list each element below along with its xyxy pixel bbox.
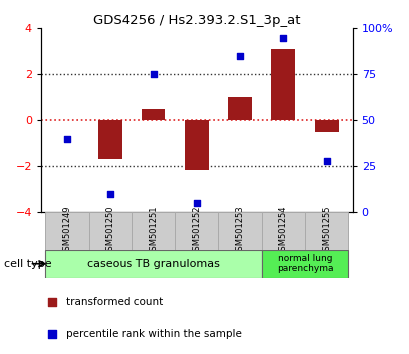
Bar — [304, 212, 347, 250]
Bar — [175, 212, 218, 250]
Text: transformed count: transformed count — [66, 297, 163, 307]
Text: percentile rank within the sample: percentile rank within the sample — [66, 329, 242, 339]
Point — [107, 191, 113, 197]
Point — [236, 53, 243, 59]
Point — [48, 299, 55, 305]
Text: GSM501249: GSM501249 — [62, 206, 71, 256]
Text: GSM501250: GSM501250 — [106, 206, 115, 256]
Text: GSM501252: GSM501252 — [192, 206, 201, 256]
Bar — [228, 97, 252, 120]
Bar — [314, 120, 338, 132]
Bar — [271, 49, 294, 120]
Bar — [132, 212, 175, 250]
Point — [193, 200, 200, 206]
Bar — [261, 212, 304, 250]
Point — [150, 72, 156, 77]
Bar — [184, 120, 208, 170]
Bar — [141, 109, 165, 120]
Point — [323, 158, 329, 164]
Bar — [45, 250, 261, 278]
Title: GDS4256 / Hs2.393.2.S1_3p_at: GDS4256 / Hs2.393.2.S1_3p_at — [93, 14, 300, 27]
Text: normal lung
parenchyma: normal lung parenchyma — [276, 254, 333, 273]
Text: cell type: cell type — [4, 259, 52, 269]
Point — [63, 136, 70, 142]
Bar — [98, 120, 122, 159]
Point — [48, 331, 55, 336]
Bar — [45, 212, 88, 250]
Text: GSM501255: GSM501255 — [321, 206, 330, 256]
Point — [279, 35, 286, 40]
Bar — [218, 212, 261, 250]
Text: GSM501253: GSM501253 — [235, 206, 244, 256]
Text: GSM501251: GSM501251 — [148, 206, 157, 256]
Bar — [261, 250, 347, 278]
Bar — [88, 212, 132, 250]
Text: caseous TB granulomas: caseous TB granulomas — [87, 259, 219, 269]
Text: GSM501254: GSM501254 — [278, 206, 287, 256]
